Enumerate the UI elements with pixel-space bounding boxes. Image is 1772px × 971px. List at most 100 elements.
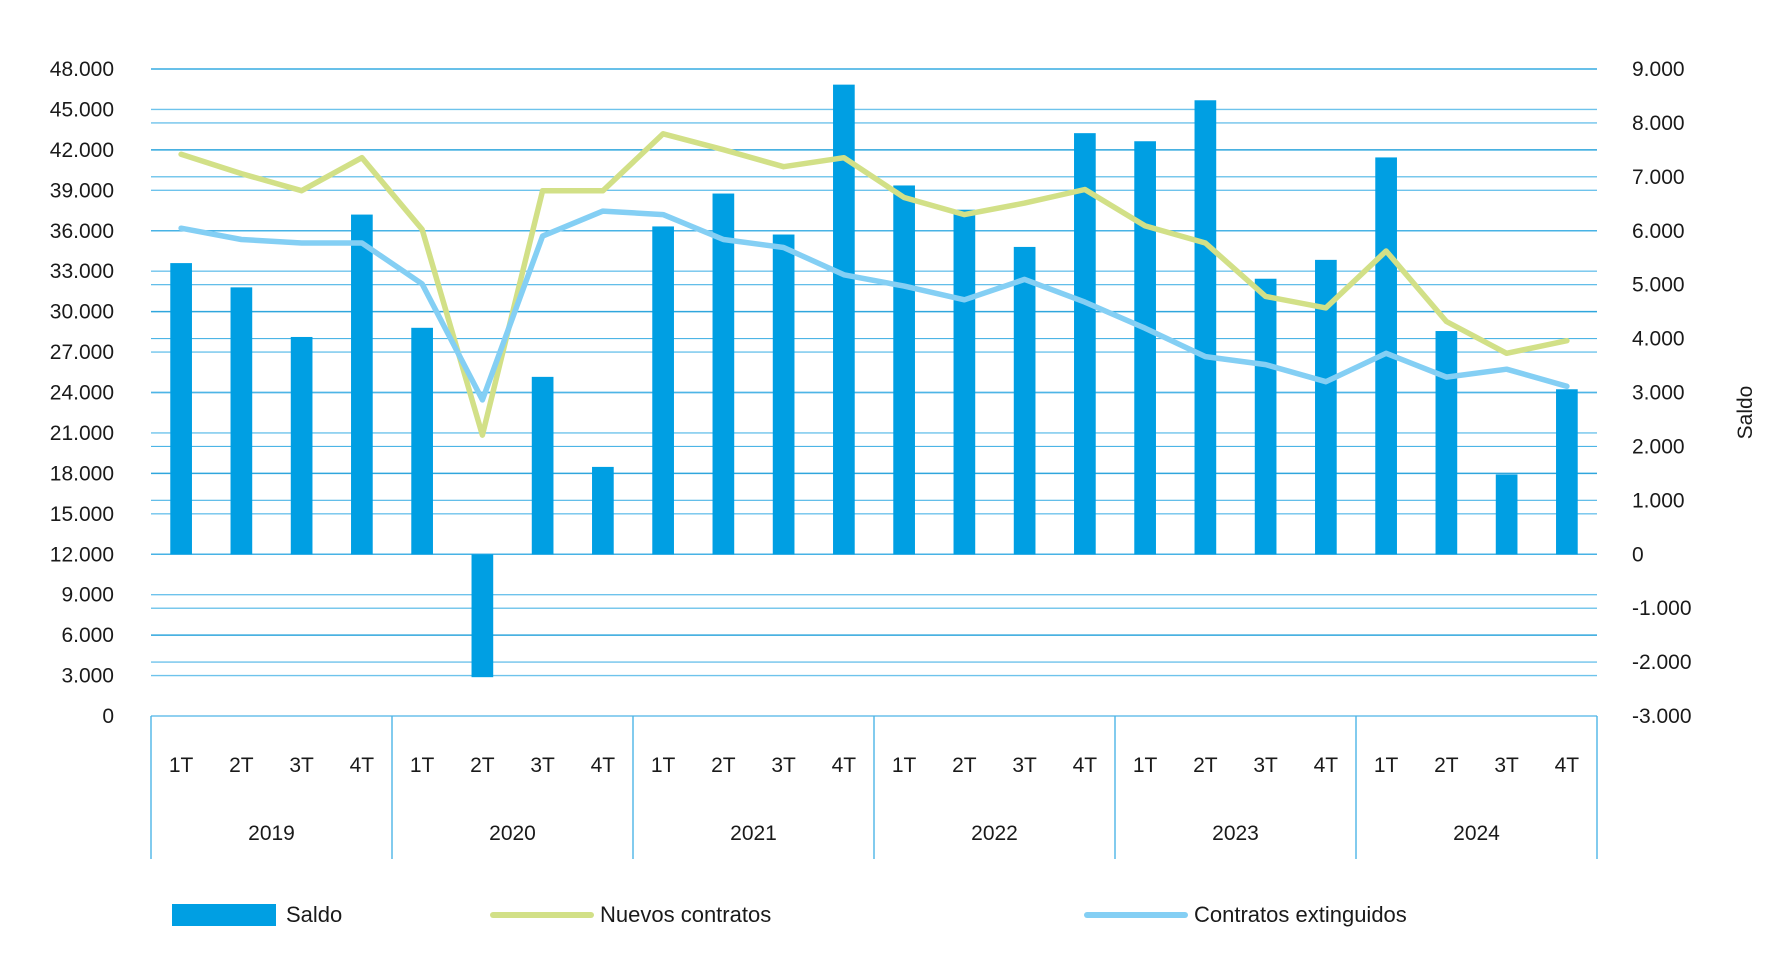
lines — [178, 131, 1570, 438]
quarter-label: 1T — [410, 754, 435, 777]
bar-saldo — [1315, 259, 1337, 555]
quarter-label: 2T — [229, 754, 254, 777]
left-tick-label: 42.000 — [50, 139, 114, 162]
left-tick-label: 30.000 — [50, 301, 114, 324]
line-nuevos-contratos — [178, 131, 1570, 438]
left-tick-label: 3.000 — [61, 665, 114, 688]
quarter-label: 4T — [1314, 754, 1339, 777]
bar-saldo — [652, 226, 674, 555]
left-tick-label: 36.000 — [50, 220, 114, 243]
quarter-label: 3T — [1494, 754, 1519, 777]
left-tick-label: 27.000 — [50, 341, 114, 364]
legend-item-saldo: Saldo — [172, 895, 342, 935]
left-tick-label: 18.000 — [50, 462, 114, 485]
right-tick-label: 1.000 — [1632, 489, 1685, 512]
quarter-label: 4T — [1073, 754, 1098, 777]
left-tick-label: 15.000 — [50, 503, 114, 526]
quarter-label: 2T — [952, 754, 977, 777]
year-label: 2020 — [489, 822, 536, 845]
legend-item-nuevos-contratos: Nuevos contratos — [490, 895, 771, 935]
left-tick-label: 33.000 — [50, 260, 114, 283]
left-tick-label: 48.000 — [50, 58, 114, 81]
right-tick-label: 7.000 — [1632, 166, 1685, 189]
bar-saldo — [411, 327, 433, 555]
right-tick-label: 5.000 — [1632, 274, 1685, 297]
quarter-label: 1T — [651, 754, 676, 777]
quarter-label: 2T — [1193, 754, 1218, 777]
quarter-label: 2T — [470, 754, 495, 777]
right-axis-ticks: 9.000 8.000 7.000 6.000 5.000 4.000 3.000 2.000… — [1632, 58, 1692, 728]
legend-label-contratos-extinguidos: Contratos extinguidos — [1194, 902, 1407, 927]
quarter-label: 4T — [350, 754, 375, 777]
legend-swatch-contratos-extinguidos — [1084, 912, 1188, 918]
bar-saldo — [290, 336, 313, 555]
bar-saldo — [1134, 141, 1156, 555]
left-tick-label: 9.000 — [61, 584, 114, 607]
right-tick-label: -3.000 — [1632, 705, 1692, 728]
bar-saldo — [531, 376, 554, 555]
left-tick-label: 0 — [102, 705, 114, 728]
bar-saldo — [170, 263, 192, 555]
quarter-label: 1T — [1133, 754, 1158, 777]
bar-saldo — [471, 554, 494, 678]
quarter-label: 3T — [530, 754, 555, 777]
bar-saldo — [1435, 331, 1458, 555]
right-tick-label: 0 — [1632, 543, 1644, 566]
bar-saldo — [351, 214, 373, 555]
quarter-label: 3T — [289, 754, 314, 777]
bar-saldo — [230, 287, 253, 555]
line-contratos-extinguidos — [178, 208, 1570, 403]
category-axis: 1T 2T 3T 4T 2019 1T 2T 3T 4T 2020 1T 2T 3T 4T 2021 1T 2T… — [150, 716, 1598, 859]
right-tick-label: -1.000 — [1632, 597, 1692, 620]
quarter-label: 3T — [1012, 754, 1037, 777]
year-label: 2019 — [248, 822, 295, 845]
legend-swatch-nuevos-contratos — [490, 912, 594, 918]
bar-saldo — [1194, 100, 1217, 555]
quarter-label: 2T — [711, 754, 736, 777]
right-tick-label: 4.000 — [1632, 328, 1685, 351]
bar-saldo — [1013, 246, 1036, 555]
quarter-label: 2T — [1434, 754, 1459, 777]
bar-saldo — [953, 209, 976, 555]
right-tick-label: 2.000 — [1632, 435, 1685, 458]
right-tick-label: 3.000 — [1632, 382, 1685, 405]
left-tick-label: 6.000 — [61, 624, 114, 647]
right-tick-label: 6.000 — [1632, 220, 1685, 243]
quarter-label: 4T — [1555, 754, 1580, 777]
left-tick-label: 12.000 — [50, 543, 114, 566]
right-axis-label: Saldo — [1734, 386, 1757, 440]
bar-saldo — [833, 84, 855, 555]
left-tick-label: 39.000 — [50, 179, 114, 202]
quarter-label: 3T — [771, 754, 796, 777]
legend-item-contratos-extinguidos: Contratos extinguidos — [1084, 895, 1407, 935]
left-tick-label: 24.000 — [50, 382, 114, 405]
quarter-label: 1T — [1374, 754, 1399, 777]
bar-saldo — [893, 185, 915, 555]
bar-saldo — [712, 193, 735, 555]
legend-label-nuevos-contratos: Nuevos contratos — [600, 902, 772, 927]
quarter-label: 1T — [892, 754, 917, 777]
quarter-label: 1T — [169, 754, 194, 777]
quarter-label: 4T — [591, 754, 616, 777]
left-tick-label: 45.000 — [50, 98, 114, 121]
right-tick-label: 8.000 — [1632, 112, 1685, 135]
quarter-label: 4T — [832, 754, 857, 777]
year-label: 2021 — [730, 822, 777, 845]
bar-saldo — [1074, 133, 1096, 555]
left-tick-label: 21.000 — [50, 422, 114, 445]
bars-saldo — [170, 84, 1578, 678]
year-label: 2023 — [1212, 822, 1259, 845]
right-tick-label: -2.000 — [1632, 651, 1692, 674]
left-axis-ticks: 48.000 45.000 42.000 39.000 36.000 33.000 30.0… — [50, 58, 114, 728]
quarter-label: 3T — [1253, 754, 1278, 777]
legend-swatch-saldo — [172, 904, 276, 926]
year-label: 2024 — [1453, 822, 1500, 845]
bar-saldo — [592, 466, 614, 555]
bar-saldo — [772, 234, 795, 555]
legend-label-saldo: Saldo — [286, 902, 343, 927]
bar-saldo — [1254, 278, 1277, 555]
bar-saldo — [1495, 474, 1518, 555]
bar-saldo — [1556, 389, 1578, 555]
year-label: 2022 — [971, 822, 1018, 845]
